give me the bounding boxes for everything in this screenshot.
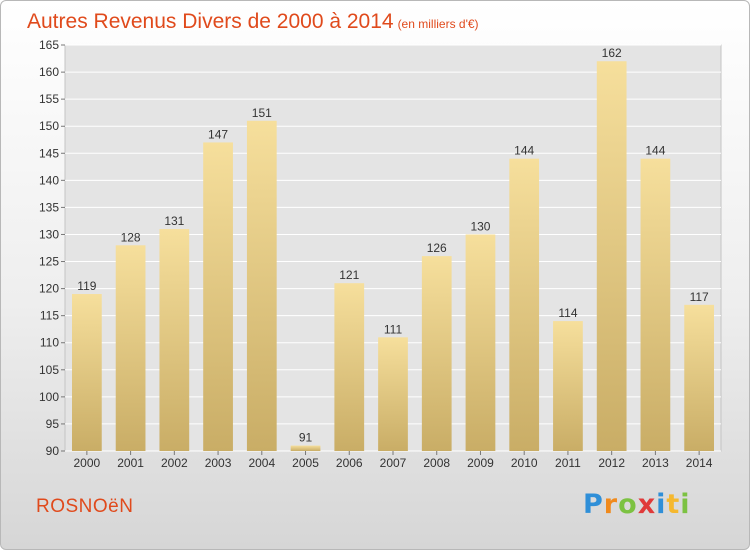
bar bbox=[71, 294, 102, 451]
x-tick-label: 2004 bbox=[248, 456, 275, 470]
bar bbox=[509, 158, 540, 451]
y-tick-label: 155 bbox=[39, 92, 59, 106]
bar bbox=[465, 234, 496, 451]
bar-value-label: 114 bbox=[558, 306, 577, 320]
y-tick-label: 110 bbox=[40, 336, 59, 350]
bar bbox=[115, 245, 146, 451]
bar-value-label: 144 bbox=[645, 144, 665, 158]
x-axis: 2000 2001 2002 2003 2004 2005 2006 2007 2008 2009… bbox=[74, 451, 713, 470]
bar-value-label: 144 bbox=[514, 144, 534, 158]
bar bbox=[378, 337, 408, 451]
bar bbox=[553, 321, 583, 451]
bar-value-label: 147 bbox=[208, 127, 228, 141]
y-tick-label: 90 bbox=[46, 444, 60, 458]
logo-letter: t bbox=[666, 489, 681, 520]
bar bbox=[246, 120, 277, 451]
x-tick-label: 2008 bbox=[423, 456, 450, 470]
bar bbox=[684, 304, 715, 451]
bars: 119 128 131 147 151 91 121 111 126 130 144 114 162 14… bbox=[71, 46, 715, 452]
bar-value-label: 131 bbox=[164, 214, 184, 228]
bar bbox=[203, 142, 233, 451]
y-tick-label: 150 bbox=[39, 119, 59, 133]
y-tick-label: 115 bbox=[40, 309, 59, 323]
x-tick-label: 2012 bbox=[598, 456, 625, 470]
x-tick-label: 2003 bbox=[205, 456, 232, 470]
bar bbox=[596, 61, 627, 452]
commune-name: ROSNOëN bbox=[36, 496, 134, 517]
bar-value-label: 162 bbox=[602, 46, 622, 60]
x-tick-label: 2009 bbox=[467, 456, 494, 470]
bar-value-label: 119 bbox=[77, 279, 96, 293]
y-tick-label: 165 bbox=[39, 38, 59, 52]
chart-title-text: Autres Revenus Divers de 2000 à 2014 bbox=[27, 10, 394, 33]
y-tick-label: 145 bbox=[39, 146, 59, 160]
y-tick-label: 105 bbox=[39, 363, 59, 377]
x-tick-label: 2014 bbox=[686, 456, 713, 470]
y-tick-label: 120 bbox=[39, 282, 59, 296]
chart-title: Autres Revenus Divers de 2000 à 2014 (en … bbox=[27, 10, 479, 34]
bar-value-label: 111 bbox=[384, 322, 403, 336]
bar-value-label: 121 bbox=[339, 268, 359, 282]
bar-value-label: 128 bbox=[121, 230, 141, 244]
bar bbox=[334, 283, 365, 451]
bar bbox=[290, 445, 321, 451]
bar-value-label: 91 bbox=[299, 431, 313, 445]
x-tick-label: 2013 bbox=[642, 456, 669, 470]
bar-value-label: 130 bbox=[470, 219, 490, 233]
chart-subtitle: (en milliers d'€) bbox=[397, 17, 479, 31]
logo-letter: r bbox=[603, 489, 619, 520]
bar bbox=[640, 158, 671, 451]
bar-value-label: 151 bbox=[252, 106, 272, 120]
y-tick-label: 135 bbox=[39, 200, 59, 214]
x-tick-label: 2007 bbox=[380, 456, 407, 470]
y-tick-label: 130 bbox=[39, 227, 59, 241]
y-tick-label: 95 bbox=[46, 417, 60, 431]
bar-value-label: 117 bbox=[690, 290, 709, 304]
logo-letter: P bbox=[583, 489, 604, 520]
x-tick-label: 2000 bbox=[74, 456, 101, 470]
proxiti-logo: Proxiti bbox=[583, 489, 691, 520]
logo-letter: x bbox=[637, 489, 657, 520]
x-tick-label: 2010 bbox=[511, 456, 538, 470]
logo-letter: i bbox=[680, 489, 691, 520]
y-axis: 90 95 100 105 110 115 120 125 130 135 140 145 150 155… bbox=[39, 38, 65, 458]
bar bbox=[159, 229, 190, 451]
logo-letter: i bbox=[656, 489, 667, 520]
y-tick-label: 100 bbox=[39, 390, 59, 404]
x-tick-label: 2005 bbox=[292, 456, 319, 470]
logo-letter: o bbox=[618, 489, 638, 520]
x-tick-label: 2006 bbox=[336, 456, 363, 470]
y-tick-label: 140 bbox=[39, 173, 59, 187]
y-tick-label: 125 bbox=[39, 255, 59, 269]
y-tick-label: 160 bbox=[39, 65, 59, 79]
bar-value-label: 126 bbox=[427, 241, 447, 255]
x-tick-label: 2001 bbox=[117, 456, 144, 470]
bar bbox=[421, 256, 452, 451]
x-tick-label: 2002 bbox=[161, 456, 188, 470]
x-tick-label: 2011 bbox=[555, 456, 581, 470]
